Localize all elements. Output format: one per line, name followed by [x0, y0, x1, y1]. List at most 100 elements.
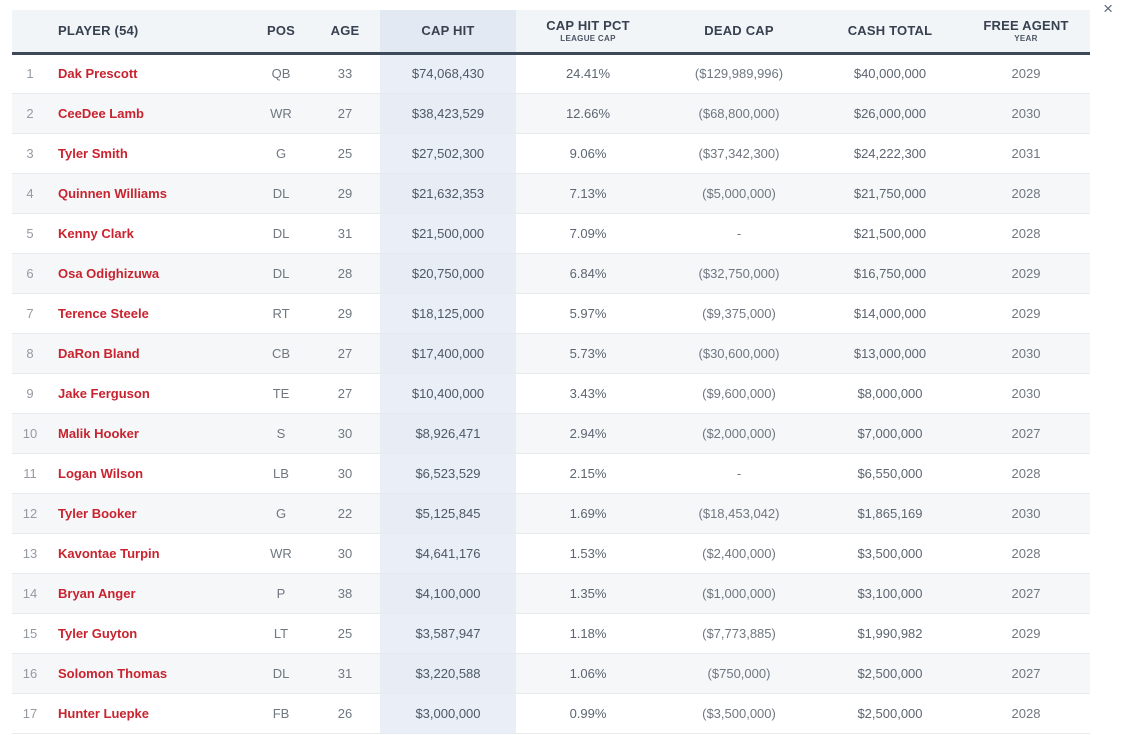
- player-name-link[interactable]: Solomon Thomas: [58, 665, 168, 681]
- player-position: TE: [252, 373, 310, 414]
- player-name-cell: CeeDee Lamb: [48, 93, 252, 134]
- player-name-link[interactable]: Terence Steele: [58, 305, 149, 321]
- free-agent-year: 2029: [962, 253, 1090, 294]
- player-name-link[interactable]: Logan Wilson: [58, 465, 144, 481]
- table-row: 11 Logan Wilson LB 30 $6,523,529 2.15% - $6,550…: [12, 453, 1090, 494]
- dead-cap-value: -: [660, 453, 818, 494]
- player-age: 28: [310, 253, 380, 294]
- player-rank: 17: [12, 693, 48, 734]
- player-rank: 4: [12, 173, 48, 214]
- header-pos[interactable]: POS: [252, 10, 310, 55]
- player-name-link[interactable]: Tyler Smith: [58, 145, 128, 161]
- header-cap-hit[interactable]: CAP HIT: [380, 10, 516, 55]
- player-rank: 10: [12, 413, 48, 454]
- table-row: 12 Tyler Booker G 22 $5,125,845 1.69% ($18,453…: [12, 493, 1090, 534]
- player-name-link[interactable]: Tyler Booker: [58, 505, 137, 521]
- dead-cap-value: ($1,000,000): [660, 573, 818, 614]
- cash-total-value: $16,750,000: [818, 253, 962, 294]
- cap-hit-pct-value: 6.84%: [516, 253, 660, 294]
- dead-cap-value: ($37,342,300): [660, 133, 818, 174]
- header-dead-cap[interactable]: DEAD CAP: [660, 10, 818, 55]
- header-rank: [12, 10, 48, 55]
- header-player[interactable]: PLAYER (54): [48, 10, 252, 55]
- player-age: 38: [310, 573, 380, 614]
- player-name-link[interactable]: Quinnen Williams: [58, 185, 167, 201]
- player-position: QB: [252, 53, 310, 94]
- header-cash-total[interactable]: CASH TOTAL: [818, 10, 962, 55]
- player-name-link[interactable]: Malik Hooker: [58, 425, 139, 441]
- player-rank: 8: [12, 333, 48, 374]
- free-agent-year: 2031: [962, 133, 1090, 174]
- player-name-link[interactable]: Tyler Guyton: [58, 625, 138, 641]
- player-name-link[interactable]: CeeDee Lamb: [58, 105, 144, 121]
- header-free-agent-label: FREE AGENT: [983, 18, 1069, 34]
- player-name-link[interactable]: Osa Odighizuwa: [58, 265, 160, 281]
- player-rank: 15: [12, 613, 48, 654]
- cap-hit-value: $17,400,000: [380, 333, 516, 374]
- table-row: 3 Tyler Smith G 25 $27,502,300 9.06% ($37,342,…: [12, 133, 1090, 174]
- player-name-link[interactable]: Jake Ferguson: [58, 385, 150, 401]
- free-agent-year: 2028: [962, 453, 1090, 494]
- table-row: 16 Solomon Thomas DL 31 $3,220,588 1.06% ($750…: [12, 653, 1090, 694]
- cap-hit-value: $38,423,529: [380, 93, 516, 134]
- player-rank: 7: [12, 293, 48, 334]
- player-position: G: [252, 493, 310, 534]
- header-cap-hit-pct[interactable]: CAP HIT PCT LEAGUE CAP: [516, 10, 660, 55]
- free-agent-year: 2027: [962, 573, 1090, 614]
- player-name-link[interactable]: Dak Prescott: [58, 66, 138, 81]
- dead-cap-value: -: [660, 213, 818, 254]
- table-header: PLAYER (54) POS AGE CAP HIT CAP HIT PCT …: [12, 10, 1090, 55]
- player-position: P: [252, 573, 310, 614]
- cash-total-value: $2,500,000: [818, 653, 962, 694]
- cap-hit-pct-value: 3.43%: [516, 373, 660, 414]
- header-cap-hit-pct-sublabel: LEAGUE CAP: [560, 34, 616, 44]
- cash-total-value: $40,000,000: [818, 53, 962, 94]
- table-row: 9 Jake Ferguson TE 27 $10,400,000 3.43% ($9,60…: [12, 373, 1090, 414]
- player-rank: 6: [12, 253, 48, 294]
- cap-hit-value: $4,100,000: [380, 573, 516, 614]
- player-name-link[interactable]: Bryan Anger: [58, 585, 136, 601]
- table-row: 14 Bryan Anger P 38 $4,100,000 1.35% ($1,000,0…: [12, 573, 1090, 614]
- cap-hit-pct-value: 1.35%: [516, 573, 660, 614]
- cap-hit-pct-value: 5.73%: [516, 333, 660, 374]
- player-rank: 2: [12, 93, 48, 134]
- salary-cap-table: PLAYER (54) POS AGE CAP HIT CAP HIT PCT …: [12, 10, 1090, 734]
- table-row: 6 Osa Odighizuwa DL 28 $20,750,000 6.84% ($32,…: [12, 253, 1090, 294]
- player-name-link[interactable]: DaRon Bland: [58, 345, 140, 361]
- dead-cap-value: ($5,000,000): [660, 173, 818, 214]
- dead-cap-value: ($68,800,000): [660, 93, 818, 134]
- table-body: 1 Dak Prescott QB 33 $74,068,430 24.41% ($129…: [12, 53, 1090, 734]
- cash-total-value: $21,500,000: [818, 213, 962, 254]
- table-row: 2 CeeDee Lamb WR 27 $38,423,529 12.66% ($68,80…: [12, 93, 1090, 134]
- table-row: 17 Hunter Luepke FB 26 $3,000,000 0.99% ($3,50…: [12, 693, 1090, 734]
- player-age: 31: [310, 653, 380, 694]
- player-position: DL: [252, 213, 310, 254]
- cap-hit-value: $27,502,300: [380, 133, 516, 174]
- player-position: DL: [252, 253, 310, 294]
- player-name-cell: Osa Odighizuwa: [48, 253, 252, 294]
- dead-cap-value: ($32,750,000): [660, 253, 818, 294]
- player-name-cell: Dak Prescott: [48, 53, 252, 94]
- free-agent-year: 2028: [962, 173, 1090, 214]
- player-age: 27: [310, 93, 380, 134]
- player-name-cell: DaRon Bland: [48, 333, 252, 374]
- player-name-link[interactable]: Kenny Clark: [58, 225, 134, 241]
- player-rank: 9: [12, 373, 48, 414]
- player-name-cell: Kavontae Turpin: [48, 533, 252, 574]
- close-icon[interactable]: ×: [1103, 0, 1113, 18]
- player-position: WR: [252, 93, 310, 134]
- player-name-link[interactable]: Hunter Luepke: [58, 705, 150, 721]
- table-row: 5 Kenny Clark DL 31 $21,500,000 7.09% - $21,500…: [12, 213, 1090, 254]
- header-free-agent[interactable]: FREE AGENT YEAR: [962, 10, 1090, 55]
- free-agent-year: 2029: [962, 613, 1090, 654]
- player-rank: 5: [12, 213, 48, 254]
- header-age[interactable]: AGE: [310, 10, 380, 55]
- cash-total-value: $2,500,000: [818, 693, 962, 734]
- player-age: 33: [310, 53, 380, 94]
- player-name-cell: Solomon Thomas: [48, 653, 252, 694]
- player-rank: 1: [12, 53, 48, 94]
- cap-hit-value: $18,125,000: [380, 293, 516, 334]
- free-agent-year: 2029: [962, 293, 1090, 334]
- table-row: 15 Tyler Guyton LT 25 $3,587,947 1.18% ($7,773…: [12, 613, 1090, 654]
- player-name-link[interactable]: Kavontae Turpin: [58, 545, 160, 561]
